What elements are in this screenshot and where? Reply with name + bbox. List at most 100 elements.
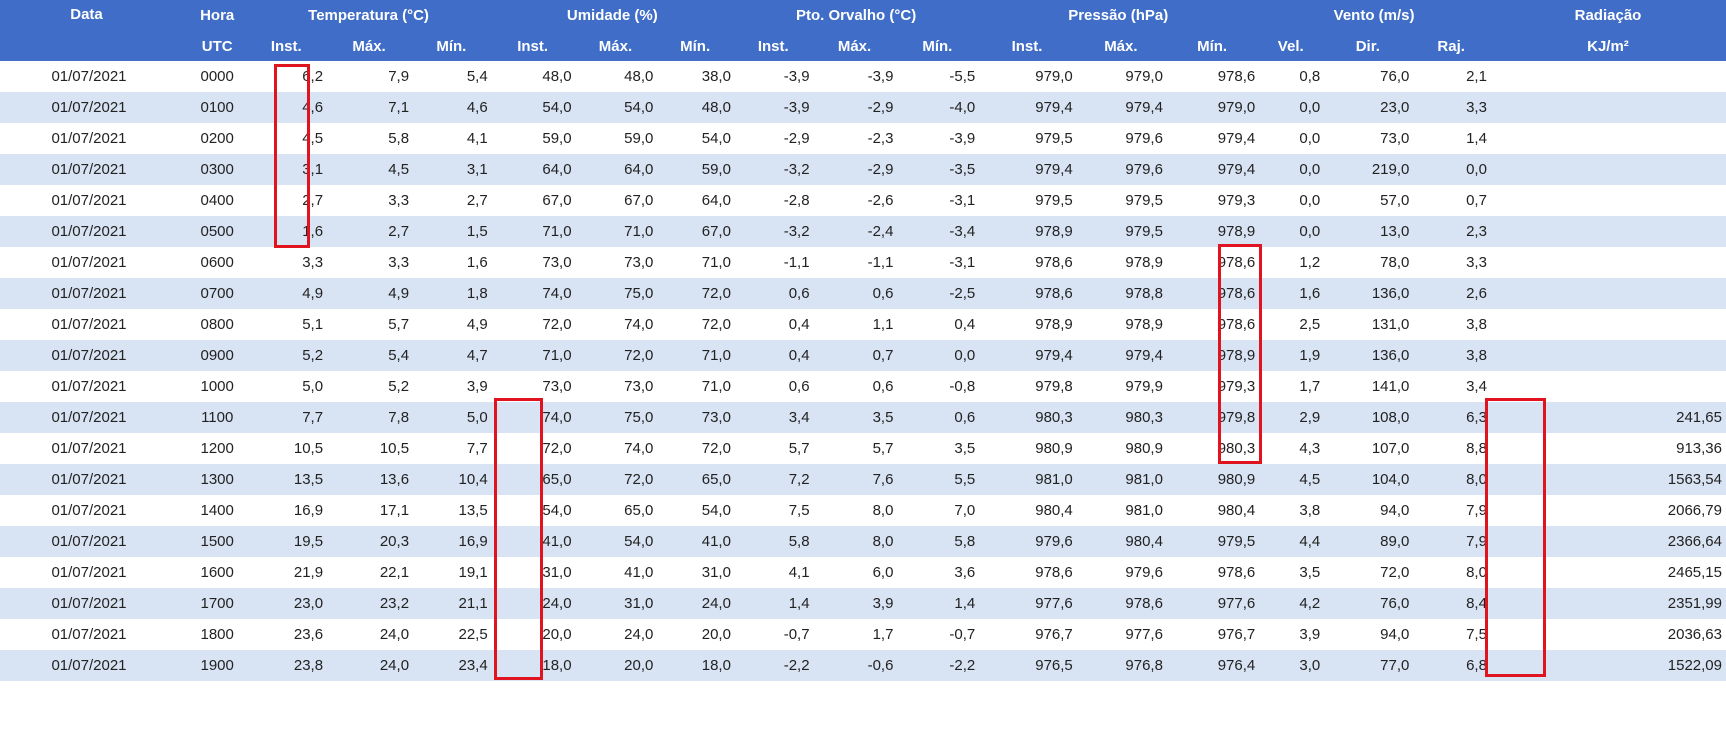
cell-temp-inst: 23,8 [246, 650, 327, 681]
cell-orv-max: -2,4 [812, 216, 897, 247]
cell-temp-min: 5,0 [412, 402, 491, 433]
cell-umid-max: 71,0 [574, 216, 657, 247]
cell-umid-max: 31,0 [574, 588, 657, 619]
cell-temp-min: 7,7 [412, 433, 491, 464]
cell-umid-min: 64,0 [656, 185, 734, 216]
cell-radiacao: 2366,64 [1489, 526, 1726, 557]
cell-data: 01/07/2021 [0, 650, 173, 681]
cell-data: 01/07/2021 [0, 402, 173, 433]
cell-orv-max: 1,7 [812, 619, 897, 650]
subheader-pres-min: Mín. [1165, 31, 1259, 61]
cell-orv-max: 0,6 [812, 371, 897, 402]
cell-orv-max: 0,6 [812, 278, 897, 309]
cell-orv-inst: 0,4 [733, 340, 813, 371]
subheader-temp-inst: Inst. [246, 31, 327, 61]
cell-temp-inst: 4,6 [246, 92, 327, 123]
table-row: 01/07/2021 0200 4,5 5,8 4,1 59,0 59,0 54,0 -2,9-… [0, 123, 1726, 154]
table-row: 01/07/2021 1800 23,6 24,0 22,5 20,0 24,0 20,0 -0… [0, 619, 1726, 650]
cell-pres-max: 980,4 [1075, 526, 1166, 557]
cell-pres-min: 980,3 [1165, 433, 1259, 464]
cell-umid-min: 71,0 [656, 340, 734, 371]
cell-vento-raj: 7,5 [1412, 619, 1490, 650]
cell-pres-max: 979,6 [1075, 154, 1166, 185]
cell-pres-min: 977,6 [1165, 588, 1259, 619]
cell-umid-inst: 18,0 [490, 650, 575, 681]
cell-vento-vel: 4,2 [1258, 588, 1324, 619]
cell-radiacao [1489, 154, 1726, 185]
cell-pres-inst: 976,5 [978, 650, 1076, 681]
header-pressao: Pressão (hPa) [978, 0, 1259, 31]
cell-hora: 1100 [173, 402, 247, 433]
cell-pres-inst: 979,4 [978, 154, 1076, 185]
cell-umid-max: 41,0 [574, 557, 657, 588]
cell-hora: 0600 [173, 247, 247, 278]
cell-temp-max: 17,1 [326, 495, 413, 526]
table-row: 01/07/2021 0300 3,1 4,5 3,1 64,0 64,0 59,0 -3,2-… [0, 154, 1726, 185]
cell-temp-min: 3,1 [412, 154, 491, 185]
cell-pres-max: 979,0 [1075, 61, 1166, 92]
cell-vento-vel: 0,0 [1258, 216, 1324, 247]
cell-temp-inst: 7,7 [246, 402, 327, 433]
subheader-pres-max: Máx. [1075, 31, 1166, 61]
cell-vento-dir: 78,0 [1323, 247, 1413, 278]
cell-temp-max: 7,1 [326, 92, 413, 123]
cell-temp-max: 22,1 [326, 557, 413, 588]
table-row: 01/07/2021 1600 21,9 22,1 19,1 31,0 41,0 31,0 4,… [0, 557, 1726, 588]
cell-orv-max: 0,7 [812, 340, 897, 371]
cell-pres-max: 978,6 [1075, 588, 1166, 619]
table-row: 01/07/2021 0800 5,1 5,7 4,9 72,0 74,0 72,0 0,4 1,… [0, 309, 1726, 340]
cell-orv-inst: -2,2 [733, 650, 813, 681]
cell-umid-min: 71,0 [656, 247, 734, 278]
cell-umid-inst: 24,0 [490, 588, 575, 619]
cell-data: 01/07/2021 [0, 340, 173, 371]
cell-hora: 1900 [173, 650, 247, 681]
cell-temp-max: 3,3 [326, 185, 413, 216]
cell-pres-inst: 980,3 [978, 402, 1076, 433]
cell-pres-min: 979,4 [1165, 154, 1259, 185]
cell-vento-vel: 4,4 [1258, 526, 1324, 557]
cell-pres-inst: 979,5 [978, 185, 1076, 216]
cell-radiacao [1489, 247, 1726, 278]
cell-temp-min: 4,6 [412, 92, 491, 123]
subheader-pres-inst: Inst. [978, 31, 1076, 61]
cell-orv-max: 8,0 [812, 495, 897, 526]
table-row: 01/07/2021 1300 13,5 13,6 10,4 65,0 72,0 65,0 7,… [0, 464, 1726, 495]
cell-temp-min: 4,7 [412, 340, 491, 371]
cell-radiacao [1489, 185, 1726, 216]
cell-orv-max: -1,1 [812, 247, 897, 278]
table-header: Data Hora Temperatura (°C) Umidade (%) P… [0, 0, 1726, 61]
cell-orv-min: 0,4 [896, 309, 979, 340]
cell-temp-min: 22,5 [412, 619, 491, 650]
cell-umid-max: 54,0 [574, 92, 657, 123]
cell-vento-dir: 136,0 [1323, 340, 1413, 371]
cell-vento-vel: 3,0 [1258, 650, 1324, 681]
cell-temp-inst: 10,5 [246, 433, 327, 464]
subheader-vento-dir: Dir. [1323, 31, 1413, 61]
cell-vento-raj: 3,8 [1412, 340, 1490, 371]
cell-temp-inst: 16,9 [246, 495, 327, 526]
cell-hora: 1700 [173, 588, 247, 619]
cell-temp-max: 5,4 [326, 340, 413, 371]
table-row: 01/07/2021 1100 7,7 7,8 5,0 74,0 75,0 73,0 3,4 3,… [0, 402, 1726, 433]
cell-temp-min: 10,4 [412, 464, 491, 495]
cell-vento-raj: 6,8 [1412, 650, 1490, 681]
cell-orv-min: 3,6 [896, 557, 979, 588]
cell-radiacao [1489, 371, 1726, 402]
cell-umid-min: 41,0 [656, 526, 734, 557]
cell-orv-min: -5,5 [896, 61, 979, 92]
cell-orv-min: -3,4 [896, 216, 979, 247]
cell-umid-max: 48,0 [574, 61, 657, 92]
cell-pres-min: 979,3 [1165, 185, 1259, 216]
cell-temp-max: 3,3 [326, 247, 413, 278]
header-temperatura: Temperatura (°C) [246, 0, 491, 31]
cell-umid-inst: 54,0 [490, 495, 575, 526]
cell-pres-inst: 979,5 [978, 123, 1076, 154]
cell-orv-inst: -2,8 [733, 185, 813, 216]
cell-orv-min: -0,7 [896, 619, 979, 650]
cell-hora: 0900 [173, 340, 247, 371]
cell-pres-min: 979,3 [1165, 371, 1259, 402]
cell-temp-min: 1,5 [412, 216, 491, 247]
cell-pres-inst: 979,4 [978, 340, 1076, 371]
cell-temp-max: 4,5 [326, 154, 413, 185]
cell-pres-inst: 979,0 [978, 61, 1076, 92]
